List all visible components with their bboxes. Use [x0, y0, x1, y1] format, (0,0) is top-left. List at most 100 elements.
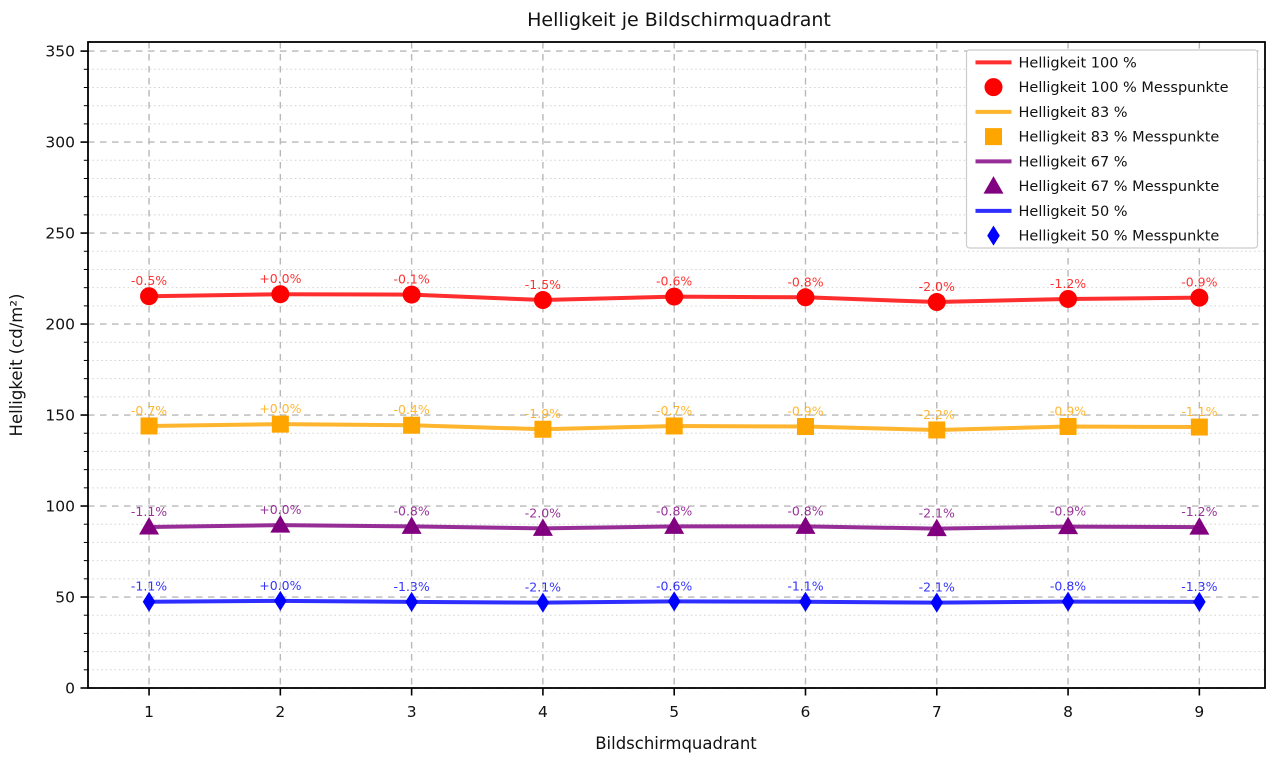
series-marker-helligkeit-67 — [139, 516, 160, 535]
x-tick-label: 5 — [669, 703, 679, 721]
data-label-helligkeit-83: -2.2% — [919, 407, 955, 422]
data-label-helligkeit-83: -0.9% — [1050, 404, 1086, 419]
series-marker-helligkeit-83 — [1190, 418, 1208, 436]
series-marker-helligkeit-100 — [533, 291, 552, 310]
data-label-helligkeit-67: -2.0% — [525, 505, 561, 520]
series-marker-helligkeit-67 — [532, 518, 553, 536]
series-marker-helligkeit-67 — [1058, 516, 1079, 535]
data-label-helligkeit-67: -1.1% — [131, 504, 167, 519]
series-marker-helligkeit-50 — [1061, 591, 1075, 612]
series-marker-helligkeit-67 — [926, 518, 947, 537]
x-tick-label: 3 — [407, 703, 417, 721]
data-label-helligkeit-83: +0.0% — [259, 401, 301, 416]
legend: Helligkeit 100 % Helligkeit 100 % Messpun… — [965, 49, 1259, 249]
series-marker-helligkeit-50 — [667, 591, 681, 612]
series-marker-helligkeit-100 — [402, 285, 421, 304]
series-marker-helligkeit-50 — [274, 590, 287, 611]
y-tick-label: 150 — [45, 407, 75, 425]
series-marker-helligkeit-50 — [930, 592, 944, 613]
series-marker-helligkeit-83 — [1059, 418, 1077, 436]
data-label-helligkeit-100: -0.9% — [1181, 275, 1217, 290]
y-tick-label: 250 — [45, 225, 75, 243]
data-label-helligkeit-83: -0.7% — [131, 403, 167, 418]
data-label-helligkeit-67: -0.9% — [1050, 504, 1086, 519]
y-tick-label: 50 — [55, 589, 75, 607]
series-marker-helligkeit-100 — [1190, 288, 1209, 307]
series-marker-helligkeit-50 — [799, 591, 812, 612]
data-label-helligkeit-67: -0.8% — [656, 503, 692, 518]
series-marker-helligkeit-50 — [536, 592, 550, 613]
data-label-helligkeit-67: -0.8% — [393, 503, 429, 518]
data-label-helligkeit-67: +0.0% — [259, 502, 301, 517]
data-label-helligkeit-100: -1.5% — [525, 277, 561, 292]
series-marker-helligkeit-100 — [796, 288, 815, 307]
data-label-helligkeit-50: -1.3% — [1181, 579, 1217, 594]
data-label-helligkeit-100: -0.1% — [393, 272, 429, 287]
legend-label-helligkeit-67: Helligkeit 67 % — [1019, 154, 1128, 170]
y-axis-label: Helligkeit (cd/m²) — [7, 294, 26, 437]
data-label-helligkeit-50: +0.0% — [259, 578, 301, 593]
series-marker-helligkeit-100 — [927, 293, 946, 312]
legend-label-helligkeit-100: Helligkeit 100 % — [1019, 55, 1137, 71]
series-marker-helligkeit-67 — [664, 516, 685, 534]
series-marker-helligkeit-83 — [271, 415, 289, 433]
data-label-helligkeit-50: -1.3% — [393, 579, 429, 594]
y-tick-label: 300 — [45, 134, 75, 152]
series-marker-helligkeit-83 — [140, 417, 158, 435]
series-marker-helligkeit-100 — [271, 285, 290, 304]
series-marker-helligkeit-67 — [1189, 517, 1210, 535]
series-marker-helligkeit-100 — [665, 287, 684, 306]
data-label-helligkeit-50: -2.1% — [525, 580, 561, 595]
legend-label-helligkeit-50-messpunkte: Helligkeit 50 % Messpunkte — [1019, 229, 1220, 245]
data-label-helligkeit-83: -0.4% — [393, 402, 429, 417]
chart-title: Helligkeit je Bildschirmquadrant — [527, 9, 831, 31]
series-marker-helligkeit-67 — [795, 516, 816, 534]
data-label-helligkeit-100: -2.0% — [919, 279, 955, 294]
data-label-helligkeit-100: -0.6% — [656, 274, 692, 289]
ticks-layer: 0 50 100 150 200 250 300 350 1 2 3 4 5 6 7 8 9 — [45, 43, 1204, 721]
series-marker-helligkeit-50 — [142, 591, 156, 612]
series-marker-helligkeit-50 — [1193, 591, 1206, 612]
data-label-helligkeit-83: -1.1% — [1181, 404, 1217, 419]
legend-label-helligkeit-50: Helligkeit 50 % — [1019, 204, 1128, 220]
legend-marker-sample-helligkeit-100 — [984, 78, 1003, 97]
series-marker-helligkeit-100 — [1059, 289, 1078, 308]
y-tick-label: 200 — [45, 316, 75, 334]
data-label-helligkeit-67: -0.8% — [787, 503, 823, 518]
x-tick-label: 7 — [932, 703, 942, 721]
legend-marker-sample-helligkeit-50 — [987, 225, 1000, 246]
series-marker-helligkeit-67 — [270, 515, 291, 533]
x-tick-label: 1 — [144, 703, 154, 721]
data-label-helligkeit-67: -2.1% — [919, 506, 955, 521]
legend-label-helligkeit-67-messpunkte: Helligkeit 67 % Messpunkte — [1019, 179, 1220, 195]
data-label-helligkeit-50: -1.1% — [787, 579, 823, 594]
legend-marker-sample-helligkeit-67 — [983, 176, 1004, 194]
data-label-helligkeit-50: -0.8% — [1050, 579, 1086, 594]
data-label-helligkeit-83: -1.9% — [525, 406, 561, 421]
x-axis-label: Bildschirmquadrant — [595, 734, 757, 753]
series-marker-helligkeit-83 — [796, 418, 814, 436]
x-tick-label: 2 — [275, 703, 285, 721]
x-tick-label: 9 — [1194, 703, 1204, 721]
data-label-helligkeit-67: -1.2% — [1181, 504, 1217, 519]
data-label-helligkeit-83: -0.7% — [656, 403, 692, 418]
legend-marker-sample-helligkeit-83 — [985, 128, 1002, 146]
data-label-helligkeit-50: -0.6% — [656, 578, 692, 593]
y-tick-label: 100 — [45, 498, 75, 516]
plot-border — [87, 41, 1266, 689]
legend-box — [965, 49, 1259, 249]
series-marker-helligkeit-83 — [403, 416, 421, 434]
series-marker-helligkeit-100 — [140, 287, 159, 306]
legend-label-helligkeit-100-messpunkte: Helligkeit 100 % Messpunkte — [1019, 80, 1229, 96]
series-marker-helligkeit-83 — [665, 417, 683, 435]
legend-label-helligkeit-83: Helligkeit 83 % — [1019, 105, 1128, 121]
series-layer: -0.5% +0.0% -0.1% -1.5% -0.6% -0.8% -2.0% -1.2%… — [131, 271, 1218, 613]
series-marker-helligkeit-67 — [401, 516, 422, 534]
series-marker-helligkeit-83 — [928, 421, 946, 439]
series-marker-helligkeit-50 — [405, 591, 418, 612]
x-tick-label: 6 — [801, 703, 811, 721]
y-tick-label: 0 — [65, 680, 75, 698]
data-label-helligkeit-50: -2.1% — [919, 580, 955, 595]
data-label-helligkeit-50: -1.1% — [131, 579, 167, 594]
